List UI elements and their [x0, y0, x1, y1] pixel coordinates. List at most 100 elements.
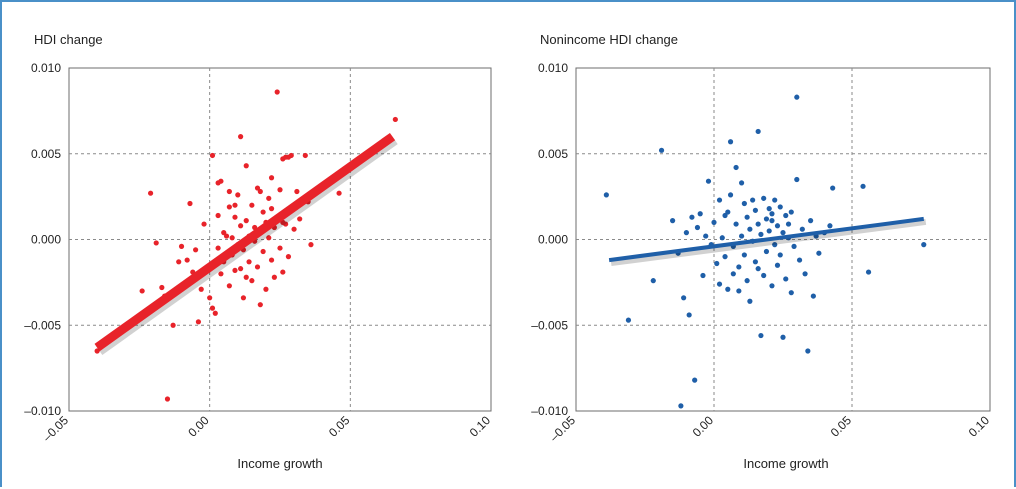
data-point	[229, 235, 235, 241]
data-point	[783, 212, 789, 219]
data-point	[830, 185, 836, 191]
data-point	[785, 221, 792, 227]
data-point	[761, 195, 767, 201]
data-point	[747, 298, 753, 304]
y-tick-label: 0.010	[31, 61, 61, 75]
data-point	[260, 248, 266, 255]
x-axis-label: Income growth	[237, 456, 322, 471]
data-point	[268, 257, 275, 263]
data-point	[243, 163, 249, 169]
data-point	[215, 245, 221, 251]
fit-line-shadow	[610, 218, 927, 267]
data-point	[739, 180, 745, 186]
data-point	[750, 197, 756, 203]
x-tick-label: 0.05	[326, 413, 353, 440]
data-point	[827, 223, 833, 229]
data-point	[769, 211, 775, 217]
data-point	[741, 200, 747, 207]
data-point	[232, 214, 238, 220]
data-point	[716, 197, 723, 203]
data-point	[694, 224, 701, 231]
data-point	[799, 226, 805, 232]
data-point	[238, 266, 244, 272]
data-point	[769, 218, 775, 224]
data-point	[274, 89, 280, 95]
data-point	[794, 94, 800, 100]
data-point	[739, 233, 745, 239]
data-point	[277, 187, 283, 193]
data-point	[700, 272, 706, 279]
data-point	[254, 264, 261, 270]
data-point	[744, 214, 750, 220]
data-point	[808, 218, 814, 224]
data-point	[921, 242, 927, 248]
data-point	[266, 235, 272, 241]
data-point	[187, 200, 193, 207]
data-point	[240, 295, 247, 301]
data-point	[763, 216, 770, 222]
data-point	[658, 147, 665, 153]
data-point	[802, 271, 808, 277]
data-point	[777, 252, 783, 258]
data-point	[681, 295, 687, 301]
data-point	[277, 245, 283, 251]
data-point	[683, 230, 690, 236]
data-point	[302, 152, 308, 159]
data-point	[226, 283, 232, 289]
data-point	[94, 348, 100, 354]
data-point	[336, 190, 342, 196]
data-point	[719, 235, 725, 241]
data-point	[238, 134, 244, 140]
x-tick-label: 0.10	[467, 413, 494, 440]
data-point	[736, 264, 742, 270]
chart-title: HDI change	[34, 32, 103, 47]
data-point	[783, 276, 789, 282]
y-tick-label: –0.010	[531, 404, 568, 418]
data-point	[777, 204, 783, 210]
data-point	[226, 188, 232, 195]
data-point	[294, 188, 300, 195]
data-point	[810, 293, 816, 299]
data-point	[226, 204, 232, 210]
data-point	[280, 269, 286, 275]
data-point	[297, 216, 303, 222]
data-point	[201, 221, 207, 227]
data-point	[780, 230, 786, 236]
data-point	[788, 290, 794, 296]
data-point	[268, 175, 275, 181]
data-point	[692, 377, 698, 383]
x-tick-label: 0.05	[828, 413, 855, 440]
data-point	[193, 247, 199, 253]
data-point	[727, 139, 734, 145]
data-point	[285, 254, 292, 260]
data-point	[711, 219, 717, 225]
chart-panel-hdi-change: HDI change Income growth 0.0100.0050.000…	[24, 32, 493, 471]
data-point	[689, 214, 695, 220]
fit-line	[608, 216, 925, 263]
data-point	[260, 209, 266, 215]
data-point	[769, 283, 775, 289]
data-point	[794, 176, 800, 183]
y-tick-label: 0.005	[31, 147, 61, 161]
data-point	[761, 272, 767, 279]
data-point	[744, 278, 750, 284]
data-point	[392, 116, 398, 123]
data-point	[725, 286, 731, 292]
data-point	[257, 302, 263, 308]
data-point	[178, 243, 185, 249]
data-point	[254, 185, 261, 191]
data-point	[747, 226, 753, 232]
data-point	[184, 257, 190, 263]
data-point	[865, 269, 872, 275]
data-point	[780, 334, 786, 340]
x-axis-label: Income growth	[743, 456, 828, 471]
data-point	[733, 221, 739, 227]
data-point	[215, 180, 221, 186]
data-point	[170, 322, 176, 328]
y-tick-label: 0.005	[538, 147, 568, 161]
data-point	[603, 192, 609, 198]
data-point	[733, 164, 739, 171]
data-point	[198, 286, 204, 292]
data-point	[741, 252, 747, 258]
